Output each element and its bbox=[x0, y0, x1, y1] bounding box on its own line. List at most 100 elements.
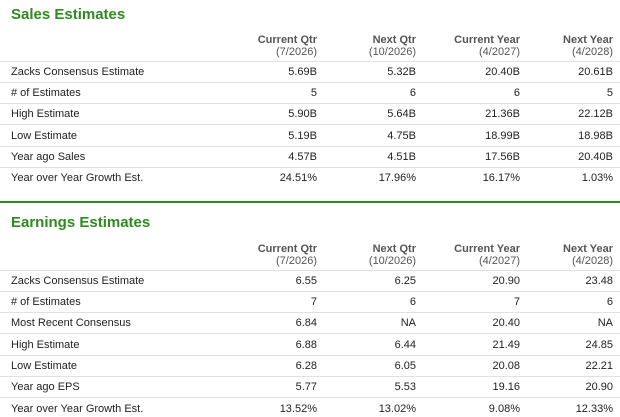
table-row: # of Estimates 5 6 6 5 bbox=[0, 81, 620, 104]
column-header-period: (4/2028) bbox=[572, 254, 613, 267]
table-row: High Estimate 6.88 6.44 21.49 24.85 bbox=[0, 333, 620, 356]
table-cell: 17.96% bbox=[319, 166, 419, 189]
table-cell: 5.69B bbox=[215, 60, 319, 83]
column-header-label: Current Year bbox=[454, 33, 520, 46]
column-header-next-qtr: Next Qtr (10/2026) bbox=[319, 32, 419, 61]
table-cell: 18.98B bbox=[523, 124, 620, 147]
row-label: # of Estimates bbox=[0, 81, 215, 104]
earnings-estimates-title: Earnings Estimates bbox=[11, 214, 151, 231]
column-header-current-qtr: Current Qtr (7/2026) bbox=[215, 241, 319, 270]
table-cell: 23.48 bbox=[523, 269, 620, 292]
row-label: Year ago Sales bbox=[0, 145, 215, 168]
table-cell: 6.84 bbox=[215, 312, 319, 334]
table-row: # of Estimates 7 6 7 6 bbox=[0, 290, 620, 313]
table-cell: 1.03% bbox=[523, 166, 620, 189]
sales-estimates-title: Sales Estimates bbox=[11, 6, 126, 23]
table-header-row: Current Qtr (7/2026) Next Qtr (10/2026) Cu… bbox=[0, 32, 620, 61]
table-cell: 6.28 bbox=[215, 354, 319, 377]
table-cell: 6.44 bbox=[319, 333, 419, 356]
table-cell: 9.08% bbox=[419, 397, 523, 417]
column-header-period: (4/2028) bbox=[572, 45, 613, 58]
column-header-period: (4/2027) bbox=[479, 45, 520, 58]
column-header-label: Current Qtr bbox=[257, 33, 317, 46]
table-cell: 6 bbox=[419, 81, 523, 104]
table-row: Most Recent Consensus 6.84 NA 20.40 NA bbox=[0, 312, 620, 334]
table-cell: 6 bbox=[523, 290, 620, 313]
table-cell: 4.75B bbox=[319, 124, 419, 147]
table-cell: 19.16 bbox=[419, 375, 523, 398]
column-header-current-year: Current Year (4/2027) bbox=[419, 241, 523, 270]
table-row: High Estimate 5.90B 5.64B 21.36B 22.12B bbox=[0, 103, 620, 125]
row-label: Low Estimate bbox=[0, 124, 215, 147]
column-header-label: Next Year bbox=[563, 242, 613, 255]
table-cell: 5.90B bbox=[215, 103, 319, 125]
column-header-label: Next Qtr bbox=[372, 33, 416, 46]
table-cell: 7 bbox=[419, 290, 523, 313]
table-cell: 17.56B bbox=[419, 145, 523, 168]
table-cell: 20.90 bbox=[523, 375, 620, 398]
column-header-label: Next Year bbox=[563, 33, 613, 46]
table-cell: 13.02% bbox=[319, 397, 419, 417]
table-cell: 6.05 bbox=[319, 354, 419, 377]
table-cell: 5.64B bbox=[319, 103, 419, 125]
table-row: Year over Year Growth Est. 13.52% 13.02% 9.… bbox=[0, 397, 620, 417]
row-label-header bbox=[0, 32, 215, 61]
table-cell: 21.49 bbox=[419, 333, 523, 356]
column-header-period: (10/2026) bbox=[368, 254, 416, 267]
row-label: Year over Year Growth Est. bbox=[0, 166, 215, 189]
earnings-estimates-section: Earnings Estimates Current Qtr (7/2026) N… bbox=[0, 201, 620, 417]
table-cell: 5.32B bbox=[319, 60, 419, 83]
column-header-label: Current Qtr bbox=[257, 242, 317, 255]
table-cell: 5.19B bbox=[215, 124, 319, 147]
row-label: High Estimate bbox=[0, 103, 215, 125]
table-cell: 6.55 bbox=[215, 269, 319, 292]
column-header-label: Current Year bbox=[454, 242, 520, 255]
sales-estimates-section: Sales Estimates Current Qtr (7/2026) Next… bbox=[0, 0, 620, 200]
column-header-current-year: Current Year (4/2027) bbox=[419, 32, 523, 61]
table-cell: 5 bbox=[523, 81, 620, 104]
table-cell: 16.17% bbox=[419, 166, 523, 189]
table-cell: 21.36B bbox=[419, 103, 523, 125]
table-row: Low Estimate 6.28 6.05 20.08 22.21 bbox=[0, 354, 620, 377]
row-label: Zacks Consensus Estimate bbox=[0, 269, 215, 292]
table-cell: 24.51% bbox=[215, 166, 319, 189]
table-cell: 6 bbox=[319, 290, 419, 313]
table-row: Low Estimate 5.19B 4.75B 18.99B 18.98B bbox=[0, 124, 620, 147]
row-label: Zacks Consensus Estimate bbox=[0, 60, 215, 83]
table-cell: 7 bbox=[215, 290, 319, 313]
row-label: Year over Year Growth Est. bbox=[0, 397, 215, 417]
column-header-period: (4/2027) bbox=[479, 254, 520, 267]
table-row: Zacks Consensus Estimate 5.69B 5.32B 20.40B… bbox=[0, 60, 620, 83]
column-header-next-year: Next Year (4/2028) bbox=[523, 32, 620, 61]
column-header-next-year: Next Year (4/2028) bbox=[523, 241, 620, 270]
table-cell: 20.40B bbox=[419, 60, 523, 83]
table-cell: 6.88 bbox=[215, 333, 319, 356]
column-header-period: (7/2026) bbox=[276, 45, 317, 58]
table-cell: 20.08 bbox=[419, 354, 523, 377]
table-cell: 18.99B bbox=[419, 124, 523, 147]
table-row: Year over Year Growth Est. 24.51% 17.96% 16… bbox=[0, 166, 620, 189]
table-cell: 24.85 bbox=[523, 333, 620, 356]
row-label: Year ago EPS bbox=[0, 375, 215, 398]
table-cell: 5.53 bbox=[319, 375, 419, 398]
table-cell: 20.61B bbox=[523, 60, 620, 83]
column-header-next-qtr: Next Qtr (10/2026) bbox=[319, 241, 419, 270]
table-cell: 4.57B bbox=[215, 145, 319, 168]
table-row: Year ago Sales 4.57B 4.51B 17.56B 20.40B bbox=[0, 145, 620, 168]
sales-estimates-table: Current Qtr (7/2026) Next Qtr (10/2026) Cu… bbox=[0, 32, 620, 189]
table-cell: 22.12B bbox=[523, 103, 620, 125]
table-row: Year ago EPS 5.77 5.53 19.16 20.90 bbox=[0, 375, 620, 398]
table-cell: NA bbox=[523, 312, 620, 334]
row-label: High Estimate bbox=[0, 333, 215, 356]
table-cell: 5.77 bbox=[215, 375, 319, 398]
row-label: Most Recent Consensus bbox=[0, 312, 215, 334]
table-cell: 20.40 bbox=[419, 312, 523, 334]
table-cell: 20.90 bbox=[419, 269, 523, 292]
table-cell: 6.25 bbox=[319, 269, 419, 292]
table-cell: 20.40B bbox=[523, 145, 620, 168]
row-label: Low Estimate bbox=[0, 354, 215, 377]
column-header-label: Next Qtr bbox=[372, 242, 416, 255]
table-cell: 5 bbox=[215, 81, 319, 104]
column-header-current-qtr: Current Qtr (7/2026) bbox=[215, 32, 319, 61]
table-cell: NA bbox=[319, 312, 419, 334]
